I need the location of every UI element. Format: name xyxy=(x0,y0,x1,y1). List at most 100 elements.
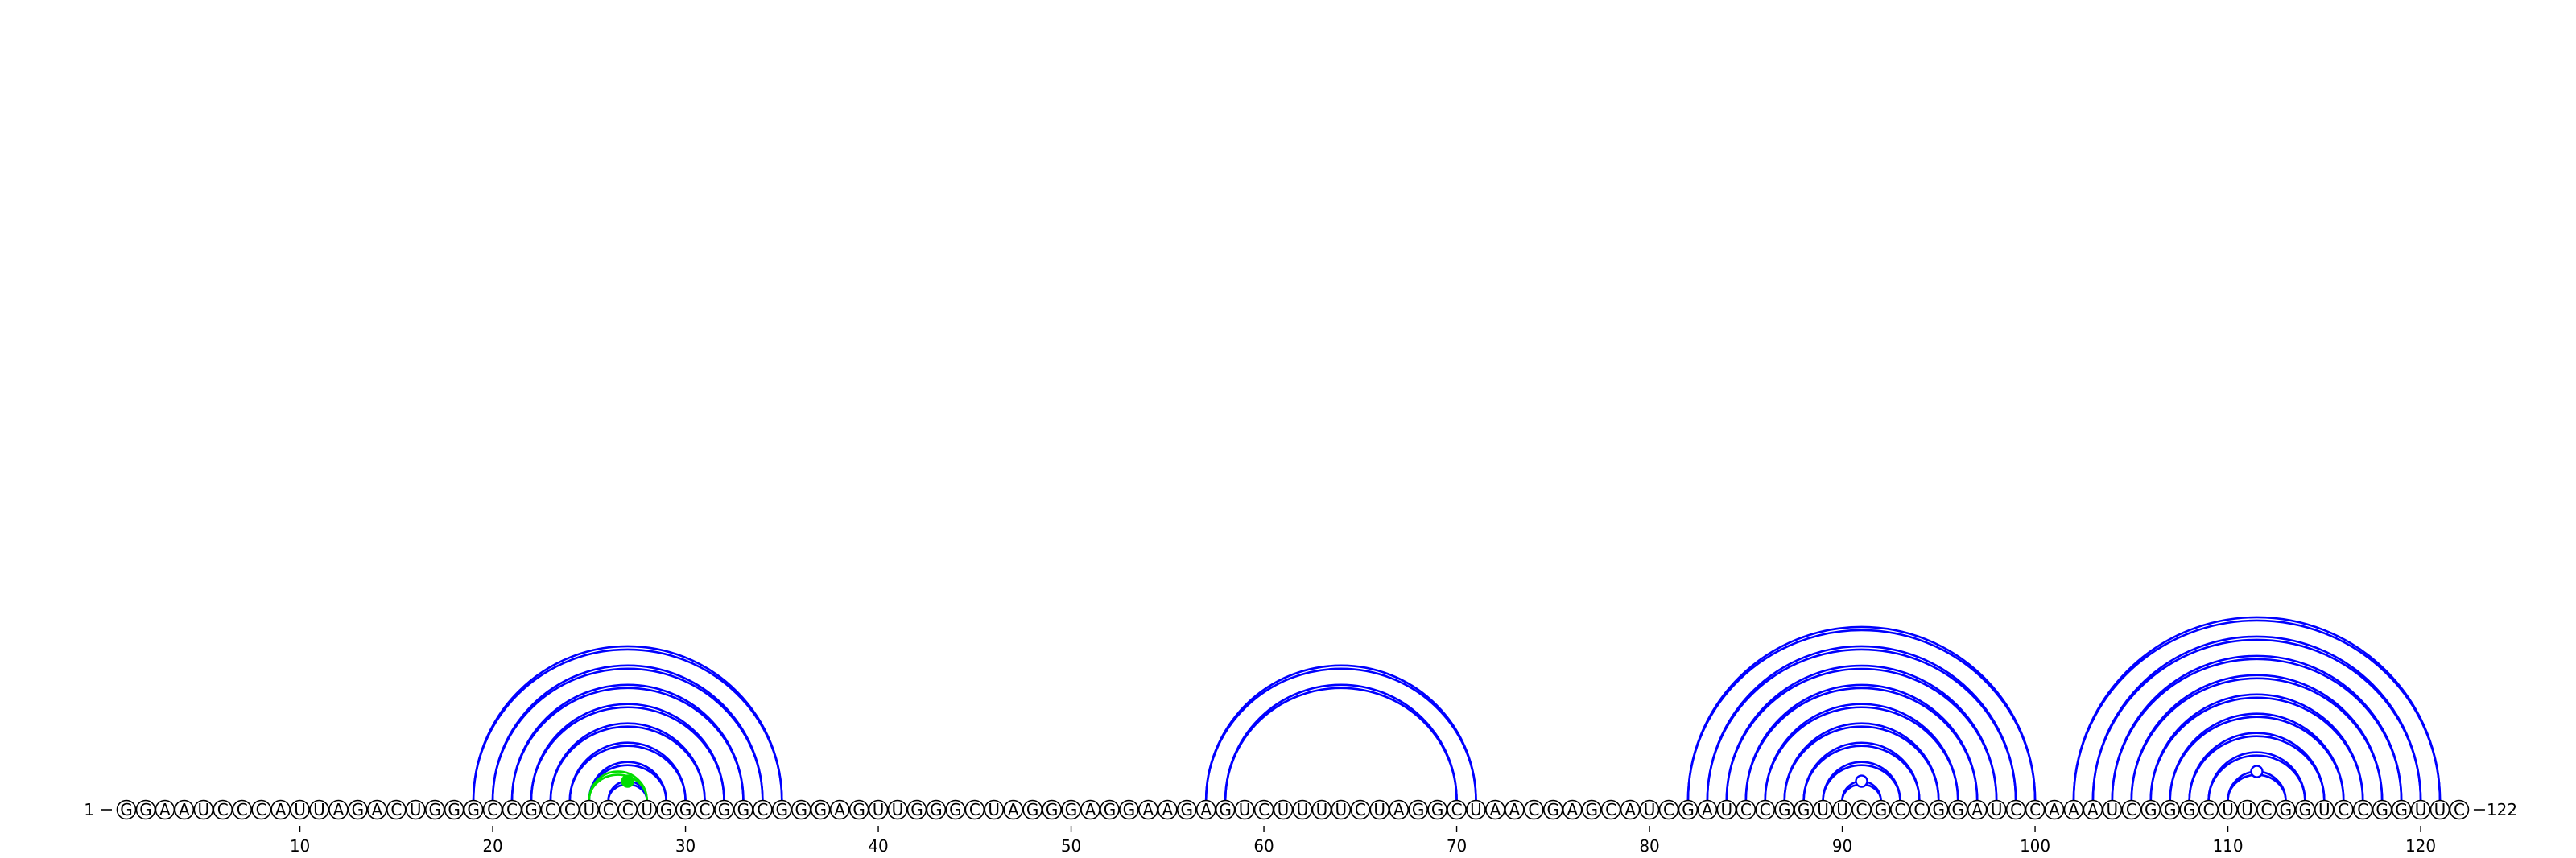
nucleotide-2: G xyxy=(135,799,156,820)
nucleotide-letter: A xyxy=(333,800,345,819)
nucleotide-letter: C xyxy=(390,800,402,819)
nucleotide-4: A xyxy=(174,799,195,820)
nucleotide-letter: U xyxy=(2222,800,2234,819)
nucleotide-98: U xyxy=(1986,799,2007,820)
base-pair-arc xyxy=(510,687,745,801)
nucleotide-94: C xyxy=(1909,799,1930,820)
nucleotide-12: A xyxy=(328,799,349,820)
nucleotide-letter: G xyxy=(1219,800,1232,819)
nucleotide-78: C xyxy=(1600,799,1621,820)
base-pair-arc xyxy=(530,706,725,801)
nucleotide-letter: C xyxy=(622,800,634,819)
nucleotide-letter: A xyxy=(1624,800,1636,819)
nucleotide-22: G xyxy=(521,799,542,820)
nucleotide-circle xyxy=(1947,799,1968,820)
nucleotide-letter: A xyxy=(372,800,383,819)
nucleotide-11: U xyxy=(309,799,329,820)
nucleotide-67: A xyxy=(1389,799,1409,820)
nucleotide-106: G xyxy=(2140,799,2161,820)
nucleotide-42: G xyxy=(906,799,927,820)
nucleotide-102: A xyxy=(2063,799,2084,820)
nucleotide-letter: G xyxy=(776,800,789,819)
nucleotide-circle xyxy=(1543,799,1563,820)
nucleotide-circle xyxy=(2083,799,2103,820)
nucleotide-circle xyxy=(964,799,985,820)
nucleotide-44: G xyxy=(945,799,966,820)
nucleotide-109: C xyxy=(2198,799,2219,820)
nucleotide-circle xyxy=(695,799,715,820)
base-pair-arc xyxy=(2130,677,2384,801)
nucleotide-letter: C xyxy=(564,800,576,819)
nucleotide-letter: G xyxy=(2280,800,2293,819)
nucleotide-circle xyxy=(290,799,310,820)
tick-label: 110 xyxy=(2212,836,2243,856)
nucleotide-circle xyxy=(1331,799,1352,820)
nucleotide-circle xyxy=(2391,799,2412,820)
nucleotide-circle xyxy=(1350,799,1371,820)
nucleotide-circle xyxy=(1100,799,1120,820)
nucleotide-circle xyxy=(2276,799,2296,820)
base-pair-arc xyxy=(1802,741,1921,801)
nucleotide-circle xyxy=(367,799,387,820)
nucleotide-circle xyxy=(2044,799,2065,820)
base-pair-arc xyxy=(1744,687,1979,801)
nucleotide-circle xyxy=(1466,799,1486,820)
nucleotide-letter: C xyxy=(2338,800,2349,819)
nucleotide-circle xyxy=(1292,799,1313,820)
nucleotide-25: U xyxy=(579,799,600,820)
nucleotide-letter: U xyxy=(1239,800,1251,819)
base-pair-arc xyxy=(1224,683,1458,801)
loop-marker xyxy=(2250,765,2264,778)
nucleotide-circle xyxy=(2295,799,2315,820)
nucleotide-59: U xyxy=(1234,799,1255,820)
nucleotide-81: C xyxy=(1658,799,1679,820)
base-pair-arc xyxy=(1204,667,1477,801)
nucleotide-letter: G xyxy=(1547,800,1560,819)
nucleotide-74: C xyxy=(1524,799,1544,820)
nucleotide-52: G xyxy=(1100,799,1120,820)
nucleotide-circle xyxy=(1119,799,1139,820)
nucleotide-circle xyxy=(829,799,850,820)
nucleotide-76: A xyxy=(1562,799,1583,820)
nucleotide-circle xyxy=(579,799,600,820)
nucleotide-letter: C xyxy=(1451,800,1463,819)
nucleotide-letter: G xyxy=(120,800,133,819)
nucleotide-letter: G xyxy=(930,800,943,819)
nucleotide-circle xyxy=(1600,799,1621,820)
nucleotide-110: U xyxy=(2218,799,2238,820)
nucleotide-90: U xyxy=(1832,799,1852,820)
nucleotide-letter: C xyxy=(2203,800,2215,819)
nucleotide-circle xyxy=(193,799,214,820)
nucleotide-70: C xyxy=(1447,799,1467,820)
nucleotide-circle xyxy=(463,799,484,820)
nucleotide-69: G xyxy=(1427,799,1447,820)
nucleotide-circle xyxy=(2179,799,2199,820)
nucleotide-circle xyxy=(2449,799,2470,820)
nucleotide-circle xyxy=(1774,799,1794,820)
nucleotide-letter: G xyxy=(814,800,827,819)
nucleotide-circle xyxy=(482,799,503,820)
nucleotide-83: A xyxy=(1697,799,1718,820)
nucleotide-letter: C xyxy=(2010,800,2021,819)
nucleotide-32: G xyxy=(714,799,734,820)
nucleotide-letter: C xyxy=(1605,800,1616,819)
nucleotide-letter: A xyxy=(1085,800,1096,819)
nucleotide-letter: U xyxy=(583,800,595,819)
nucleotide-letter: G xyxy=(1046,800,1059,819)
nucleotide-circle xyxy=(2121,799,2142,820)
nucleotide-27: C xyxy=(617,799,638,820)
base-pair-arc xyxy=(2149,696,2364,801)
nucleotide-letter: U xyxy=(1297,800,1309,819)
nucleotide-117: C xyxy=(2352,799,2373,820)
base-pair-arc xyxy=(1802,745,1921,801)
nucleotide-119: G xyxy=(2391,799,2412,820)
nucleotide-letter: G xyxy=(1778,800,1791,819)
nucleotide-circle xyxy=(1485,799,1505,820)
nucleotide-56: G xyxy=(1176,799,1197,820)
nucleotide-letter: G xyxy=(1104,800,1117,819)
nucleotide-43: G xyxy=(926,799,947,820)
nucleotide-letter: A xyxy=(1509,800,1521,819)
nucleotide-118: G xyxy=(2372,799,2392,820)
nucleotide-circle xyxy=(1736,799,1757,820)
